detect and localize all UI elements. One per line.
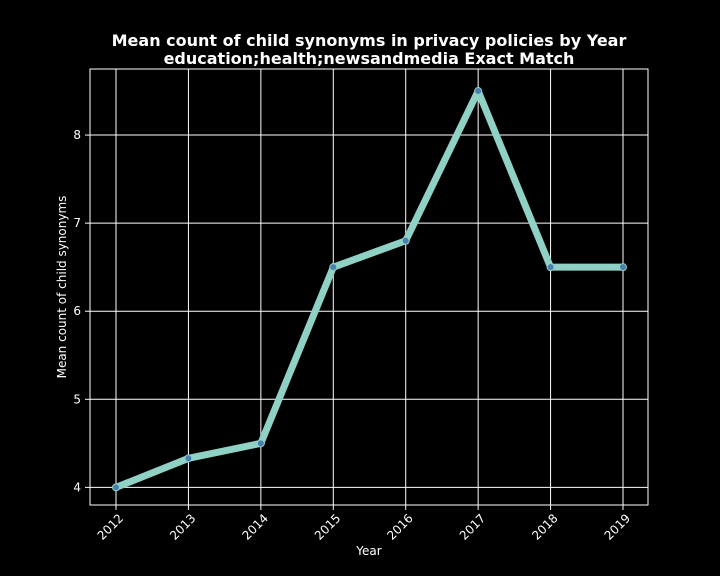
- y-tick-label: 5: [73, 392, 81, 406]
- data-point: [184, 454, 193, 463]
- data-point: [256, 439, 265, 448]
- data-point: [329, 263, 338, 272]
- data-point: [401, 236, 410, 245]
- y-tick-label: 8: [73, 128, 81, 142]
- y-axis-ticks: 4 5 6 7 8: [73, 128, 90, 494]
- y-tick-label: 6: [73, 304, 81, 318]
- data-point: [474, 87, 483, 96]
- x-axis-label: Year: [355, 544, 381, 558]
- y-tick-label: 4: [73, 480, 81, 494]
- data-point: [546, 263, 555, 272]
- y-tick-label: 7: [73, 216, 81, 230]
- data-point: [619, 263, 627, 272]
- chart-subtitle: education;health;newsandmedia Exact Matc…: [164, 49, 575, 68]
- series-line: [112, 87, 627, 491]
- y-axis-label: Mean count of child synonyms: [55, 196, 69, 379]
- series-group: [112, 87, 627, 492]
- plot-frame: [89, 68, 649, 506]
- data-point: [112, 483, 120, 492]
- chart-title: Mean count of child synonyms in privacy …: [112, 31, 627, 50]
- grid: [90, 69, 648, 505]
